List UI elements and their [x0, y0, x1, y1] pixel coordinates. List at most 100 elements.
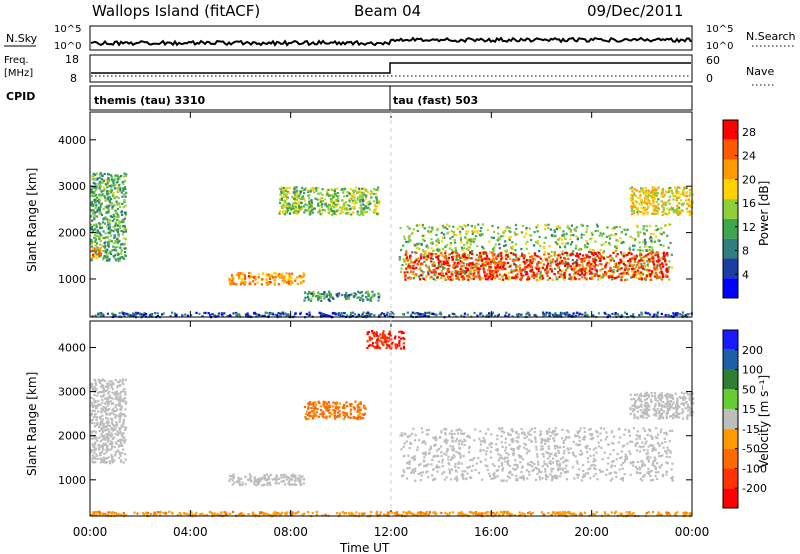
power-cell — [649, 194, 652, 197]
power-cell — [635, 266, 638, 269]
power-cell — [453, 238, 456, 242]
power-cell — [113, 236, 116, 239]
power-cell — [99, 233, 102, 236]
power-cell — [421, 262, 424, 265]
power-cell — [619, 237, 622, 240]
power-cell — [467, 223, 470, 227]
power-cell — [455, 277, 458, 280]
power-cell — [642, 213, 645, 216]
power-cell — [358, 206, 361, 209]
velocity-cell — [94, 437, 97, 440]
power-cell — [691, 193, 694, 196]
power-cell — [438, 260, 441, 263]
power-cell — [254, 275, 257, 278]
velocity-cell — [92, 445, 95, 448]
power-cell — [620, 314, 623, 317]
power-cell — [456, 277, 459, 280]
power-cell — [403, 260, 406, 263]
power-cell — [566, 254, 569, 257]
power-cell — [403, 235, 406, 238]
power-cell — [404, 253, 407, 256]
power-cell — [660, 200, 663, 203]
power-cell — [359, 200, 362, 203]
power-cell — [260, 314, 263, 317]
power-cell — [112, 192, 115, 195]
power-cell — [666, 268, 669, 272]
velocity-cell — [328, 406, 331, 409]
velocity-cell — [466, 472, 469, 475]
power-cell — [655, 271, 658, 274]
power-cell — [607, 270, 610, 273]
velocity-cell — [506, 456, 509, 459]
power-cell — [494, 266, 497, 269]
power-cell — [655, 192, 658, 195]
velocity-cell — [327, 401, 330, 404]
power-cell — [244, 276, 247, 279]
velocity-cell — [290, 483, 293, 486]
power-cell — [411, 251, 414, 254]
power-cell — [686, 313, 689, 316]
power-cell — [307, 298, 310, 301]
power-cell — [481, 314, 485, 318]
velocity-cell — [94, 441, 97, 444]
power-cell — [253, 311, 256, 314]
power-cell — [313, 207, 316, 210]
power-cell — [103, 188, 106, 191]
power-cell — [295, 210, 298, 213]
power-cell — [650, 249, 653, 252]
power-cell — [438, 253, 441, 256]
power-cell — [617, 265, 620, 268]
power-cell — [156, 312, 159, 315]
velocity-cell — [552, 457, 555, 460]
power-cell — [678, 186, 681, 189]
power-cell — [111, 189, 114, 192]
power-cell — [631, 187, 634, 190]
velocity-cell — [122, 439, 125, 442]
power-cell — [669, 186, 672, 190]
power-cell — [412, 264, 415, 267]
power-cell — [561, 312, 564, 315]
power-cell — [538, 276, 541, 279]
velocity-cell — [91, 430, 94, 433]
velocity-cell — [121, 380, 124, 383]
power-cell — [120, 250, 123, 253]
power-cell — [672, 198, 675, 201]
power-cell — [336, 313, 340, 316]
power-cell — [626, 228, 629, 231]
power-cell — [117, 176, 120, 179]
power-cell — [110, 191, 113, 194]
velocity-cell — [509, 470, 512, 473]
power-cell — [641, 277, 644, 280]
velocity-cell — [259, 479, 262, 482]
power-cell — [465, 264, 469, 267]
power-cell — [561, 262, 564, 265]
power-cell — [314, 197, 317, 200]
velocity-cell — [650, 479, 653, 482]
velocity-cell — [506, 463, 509, 466]
power-cell — [328, 290, 331, 293]
velocity-cell — [103, 461, 106, 464]
velocity-cell — [503, 431, 506, 434]
power-cell — [656, 253, 659, 256]
power-cell — [665, 201, 668, 204]
power-cell — [97, 201, 101, 204]
power-cell — [413, 267, 416, 270]
power-cell — [358, 296, 361, 299]
power-cell — [432, 313, 435, 316]
power-cell — [356, 210, 359, 213]
velocity-cell — [453, 432, 456, 436]
velocity-cell — [116, 380, 119, 384]
power-cell — [364, 197, 368, 200]
power-cell — [620, 279, 623, 282]
power-cell — [333, 209, 336, 213]
power-cell — [376, 200, 379, 203]
power-cell — [274, 272, 277, 275]
power-cell — [518, 264, 522, 267]
velocity-cell — [341, 411, 344, 414]
power-cell — [256, 281, 259, 284]
power-cell — [463, 254, 466, 257]
power-cell — [530, 234, 533, 237]
power-cell — [306, 189, 309, 192]
power-cell — [464, 278, 467, 281]
velocity-cell — [111, 445, 114, 449]
